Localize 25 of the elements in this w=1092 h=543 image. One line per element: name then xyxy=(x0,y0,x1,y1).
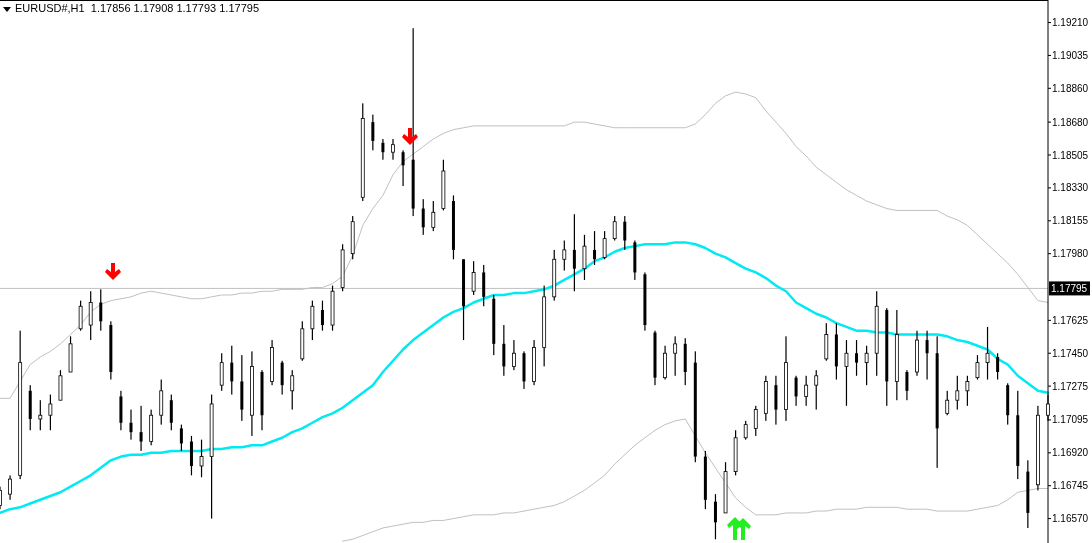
y-tick-label: 1.17625 xyxy=(1052,314,1089,326)
y-tick-label: 1.19035 xyxy=(1052,49,1089,61)
y-tick-label: 1.17980 xyxy=(1052,248,1089,260)
candlestick xyxy=(925,330,929,380)
candlestick xyxy=(381,139,385,160)
y-tick-label: 1.17450 xyxy=(1052,347,1089,359)
candlestick xyxy=(139,405,143,451)
chart-title: EURUSD#,H1 1.17856 1.17908 1.17793 1.17795 xyxy=(15,2,260,14)
y-tick-label: 1.16745 xyxy=(1052,480,1089,492)
ref-line-label: 1.17795 xyxy=(1051,283,1088,295)
y-tick-label: 1.18155 xyxy=(1052,215,1089,227)
y-tick-label: 1.17095 xyxy=(1052,414,1089,426)
line-series xyxy=(0,91,1049,399)
line-series xyxy=(342,418,1049,542)
y-tick-label: 1.18680 xyxy=(1052,116,1089,128)
y-tick-label: 1.18505 xyxy=(1052,149,1089,161)
y-tick-label: 1.18860 xyxy=(1052,82,1089,94)
candlestick xyxy=(401,150,405,187)
candlestick xyxy=(129,409,133,440)
y-tick-label: 1.18330 xyxy=(1052,182,1089,194)
y-tick-label: 1.16570 xyxy=(1052,513,1089,525)
y-tick-label: 1.17275 xyxy=(1052,380,1089,392)
candlestick xyxy=(391,139,395,160)
y-tick-label: 1.19210 xyxy=(1052,17,1089,29)
y-tick-label: 1.16920 xyxy=(1052,447,1089,459)
